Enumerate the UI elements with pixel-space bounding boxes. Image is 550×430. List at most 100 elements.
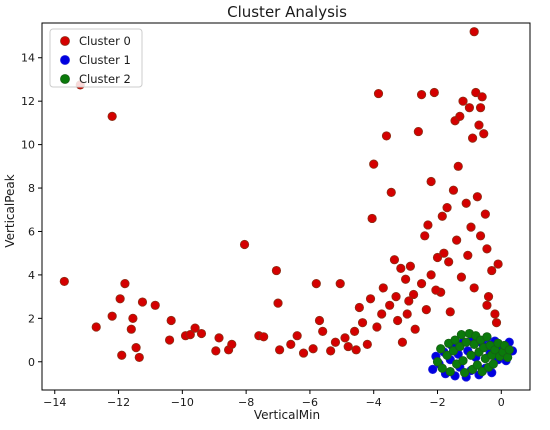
data-point-cluster-0: [311, 278, 321, 289]
data-point-cluster-0: [471, 87, 481, 98]
data-point-cluster-0: [367, 213, 377, 224]
x-tick-label: −14: [43, 396, 66, 409]
data-point-cluster-0: [354, 302, 364, 313]
data-point-cluster-0: [335, 278, 345, 289]
data-point-cluster-0: [453, 161, 463, 171]
data-point-cluster-0: [432, 252, 443, 263]
data-point-cluster-0: [185, 330, 195, 340]
y-tick-label: 12: [21, 95, 35, 108]
data-point-cluster-0: [475, 103, 486, 113]
plot-area: −14 −12 −10 −8 −6 −4 −2 0 0 2 4 6 8 10 12 14 Cluster 0 Cl…: [21, 22, 531, 409]
data-point-cluster-0: [466, 222, 476, 232]
data-point-cluster-0: [416, 278, 427, 289]
data-point-cluster-1: [428, 364, 438, 374]
data-point-cluster-2: [442, 350, 452, 360]
data-point-cluster-2: [461, 337, 471, 347]
data-point-cluster-0: [421, 305, 431, 315]
data-point-cluster-0: [469, 27, 479, 37]
data-point-cluster-0: [469, 283, 479, 293]
data-point-cluster-2: [460, 368, 470, 378]
data-point-cluster-0: [401, 274, 411, 284]
data-point-cluster-0: [429, 87, 439, 98]
data-point-cluster-0: [482, 300, 492, 310]
data-point-cluster-0: [381, 131, 392, 141]
data-point-cluster-0: [273, 298, 283, 308]
x-tick-label: −2: [429, 396, 445, 409]
data-point-cluster-0: [369, 159, 379, 169]
data-point-cluster-2: [482, 332, 492, 342]
data-point-cluster-0: [131, 343, 141, 353]
data-point-cluster-0: [349, 326, 360, 336]
data-point-cluster-0: [420, 231, 430, 241]
data-point-cluster-0: [452, 235, 462, 245]
data-point-cluster-0: [214, 333, 224, 343]
data-point-cluster-0: [211, 346, 221, 356]
data-point-cluster-0: [463, 250, 473, 260]
data-point-cluster-0: [487, 265, 497, 276]
data-point-cluster-0: [482, 244, 492, 254]
data-point-cluster-2: [437, 363, 447, 373]
data-point-cluster-0: [365, 294, 376, 304]
data-point-cluster-0: [404, 296, 414, 306]
data-point-cluster-0: [437, 211, 447, 221]
data-point-cluster-0: [413, 126, 423, 137]
data-point-cluster-0: [416, 90, 427, 100]
data-point-cluster-2: [477, 366, 487, 377]
data-point-cluster-0: [474, 120, 484, 130]
data-point-cluster-0: [362, 339, 372, 349]
y-tick-label: 0: [28, 356, 35, 369]
data-point-cluster-0: [271, 265, 282, 276]
data-point-cluster-0: [314, 315, 325, 326]
y-tick-label: 10: [21, 139, 35, 152]
data-point-cluster-0: [227, 339, 237, 349]
data-point-cluster-0: [330, 337, 341, 347]
data-point-cluster-0: [480, 209, 490, 219]
data-point-cluster-2: [472, 360, 482, 370]
data-point-cluster-0: [439, 248, 449, 258]
legend-label-cluster-1: Cluster 1: [79, 53, 131, 67]
data-point-cluster-0: [137, 297, 148, 307]
data-point-cluster-0: [472, 192, 482, 202]
data-point-cluster-2: [432, 357, 443, 367]
data-point-cluster-0: [150, 300, 160, 310]
data-point-cluster-0: [340, 333, 350, 343]
data-point-cluster-0: [373, 88, 384, 99]
legend-marker-cluster-1: [60, 55, 70, 65]
data-point-cluster-0: [326, 346, 336, 356]
legend-marker-cluster-0: [60, 36, 70, 46]
data-point-cluster-0: [456, 272, 467, 282]
data-point-cluster-0: [378, 283, 388, 293]
data-point-cluster-0: [444, 257, 454, 267]
x-tick-label: −6: [302, 396, 318, 409]
data-point-cluster-0: [477, 92, 487, 102]
data-point-cluster-0: [490, 309, 500, 319]
data-point-cluster-0: [442, 202, 452, 213]
data-point-cluster-0: [391, 292, 401, 302]
data-point-cluster-0: [377, 309, 387, 319]
data-point-cluster-0: [483, 292, 494, 302]
data-point-cluster-2: [445, 366, 455, 377]
data-point-cluster-0: [423, 220, 433, 230]
data-point-cluster-0: [292, 331, 302, 341]
data-point-cluster-2: [469, 339, 479, 349]
data-point-cluster-0: [491, 318, 502, 328]
x-tick-label: −4: [366, 396, 382, 409]
data-point-cluster-0: [107, 111, 117, 121]
data-point-cluster-2: [450, 335, 460, 345]
data-point-cluster-0: [117, 350, 127, 360]
data-point-cluster-2: [455, 341, 465, 352]
data-point-cluster-0: [286, 339, 296, 349]
data-point-cluster-0: [164, 335, 175, 345]
data-point-cluster-2: [458, 356, 468, 366]
data-point-cluster-0: [393, 315, 403, 326]
data-point-cluster-0: [318, 326, 328, 336]
data-point-cluster-0: [196, 328, 207, 339]
y-tick-label: 8: [28, 182, 35, 195]
chart-title: Cluster Analysis: [227, 3, 347, 21]
data-point-cluster-0: [493, 259, 503, 269]
data-point-cluster-0: [308, 344, 318, 354]
data-point-cluster-0: [448, 185, 459, 195]
data-point-cluster-2: [448, 346, 459, 356]
data-point-cluster-0: [458, 96, 468, 106]
